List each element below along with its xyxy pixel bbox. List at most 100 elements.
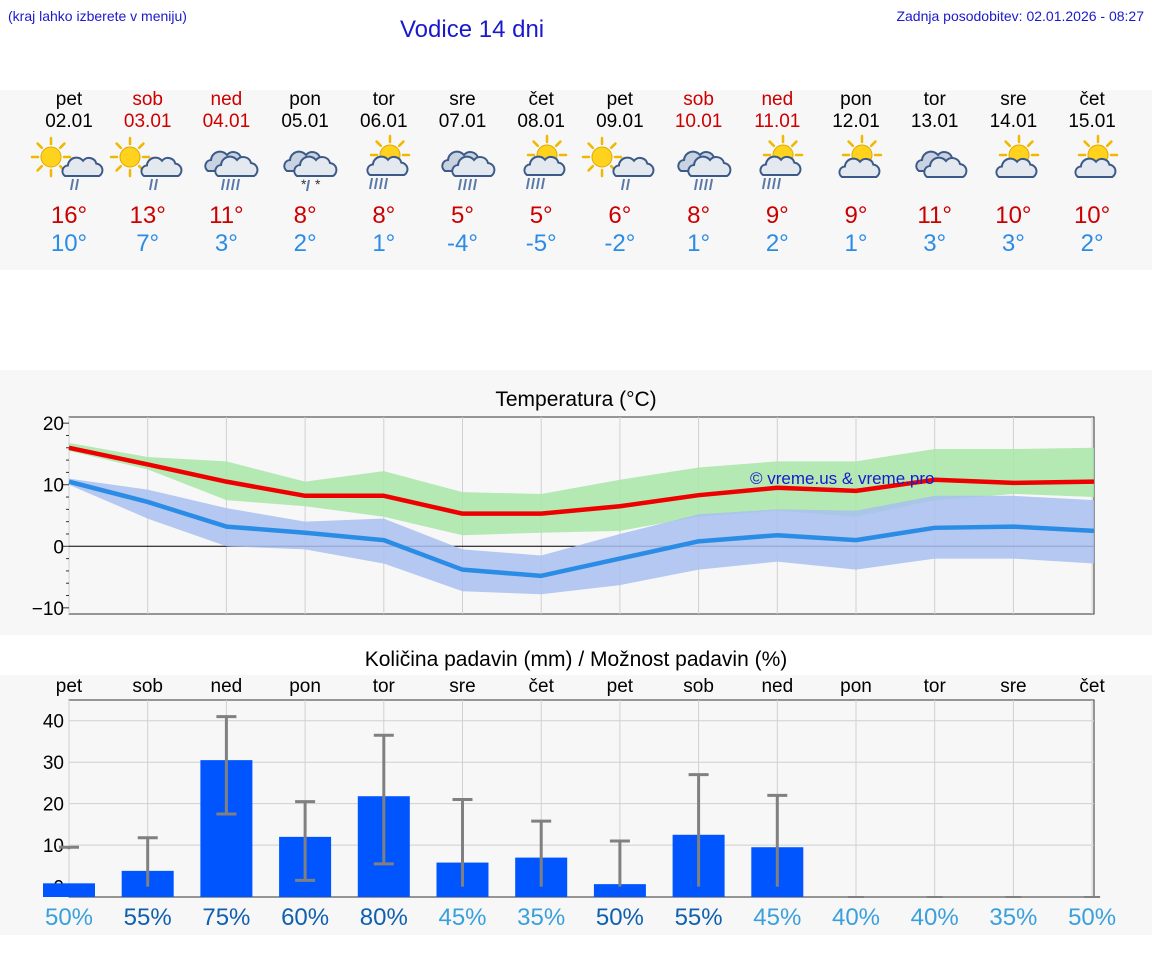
precip-day-label: ned	[761, 676, 794, 697]
rain-drop	[153, 178, 158, 191]
min-temp-line	[68, 479, 1095, 579]
partly-cloudy-icon	[1074, 134, 1119, 178]
day-name: tor	[372, 89, 395, 110]
cloudy-rain-icon	[676, 150, 731, 191]
rain-drop	[693, 178, 698, 191]
day-date: 08.01	[517, 111, 565, 132]
cloud-shape	[61, 156, 104, 177]
temp-max: 11°	[917, 202, 952, 229]
cloud-shape	[523, 155, 566, 176]
sun-cloud-heavy-rain-icon	[523, 134, 568, 190]
day-name: sob	[683, 89, 714, 110]
sun-ray	[36, 142, 44, 150]
rain-drop	[457, 178, 462, 191]
temp-max: 9°	[844, 202, 868, 229]
rain-drop	[620, 178, 625, 191]
day-date: 15.01	[1068, 111, 1116, 132]
precip-day-label: ned	[210, 676, 243, 697]
rain-drop	[767, 177, 772, 190]
day-column: pet 09.01 6° -2°	[580, 89, 660, 258]
day-column: ned 11.01 9° 2°	[737, 89, 817, 258]
precip-probability: 35%	[989, 904, 1038, 931]
rain-drop	[148, 178, 153, 191]
rain-drop	[368, 177, 373, 190]
y-tick-label: 20	[43, 414, 64, 435]
day-date: 13.01	[910, 111, 959, 132]
temp-max: 10°	[1073, 202, 1111, 229]
temp-min: 7°	[136, 230, 160, 257]
day-date: 04.01	[202, 111, 251, 132]
precip-probability: 35%	[517, 904, 566, 931]
day-date: 06.01	[360, 111, 408, 132]
day-name: čet	[1079, 89, 1105, 110]
temp-min: -5°	[525, 230, 557, 257]
day-date: 02.01	[45, 111, 93, 132]
temperature-chart-title: Temperatura (°C)	[495, 388, 657, 411]
cloudy-rain-icon	[440, 150, 495, 191]
day-column: čet 15.01 10° 2°	[1052, 89, 1132, 258]
cloud-shape	[366, 155, 409, 176]
temp-max: 8°	[372, 202, 396, 229]
watermark: © vreme.us & vreme.pro	[750, 469, 934, 488]
precip-probability: 45%	[438, 904, 487, 931]
sun-ray	[397, 140, 405, 148]
rain-drop	[383, 177, 388, 190]
day-name: ned	[761, 89, 794, 110]
sun-ray	[115, 164, 122, 172]
y-tick-label: 10	[43, 836, 64, 857]
sun-ray	[847, 140, 855, 148]
precip-day-label: čet	[528, 676, 554, 697]
cloud-shape	[293, 155, 338, 177]
temp-max: 8°	[293, 202, 317, 229]
y-tick-label: 0	[53, 537, 64, 558]
partly-cloudy-icon	[995, 134, 1040, 178]
cloudy-icon	[915, 150, 968, 178]
sun-ray	[1106, 140, 1113, 148]
day-column: tor 13.01 11° 3°	[895, 89, 975, 258]
cloud-shape	[923, 156, 968, 178]
rain-drop	[777, 177, 782, 190]
day-column: čet 08.01 5° -5°	[501, 89, 581, 258]
temp-min: 2°	[765, 230, 789, 257]
temp-max: 9°	[765, 202, 789, 229]
sun-ray	[1027, 140, 1035, 148]
rain-drop	[536, 177, 541, 190]
temp-min: 2°	[293, 230, 317, 257]
rain-drop	[221, 178, 226, 191]
rain-drop	[708, 178, 713, 191]
rain-drop	[762, 177, 767, 190]
precip-day-label: sre	[1000, 676, 1027, 697]
partly-cloudy-icon	[838, 134, 883, 178]
partly-cloudy-icon	[1074, 134, 1119, 178]
day-name: sre	[1000, 89, 1027, 110]
day-column: ned 04.01 11° 3°	[186, 89, 266, 258]
rain-drop	[231, 178, 236, 191]
day-name: tor	[923, 89, 946, 110]
sun-disc	[591, 146, 613, 168]
sun-ray	[532, 140, 540, 148]
day-name: čet	[528, 89, 554, 110]
sun-ray	[1083, 140, 1091, 148]
page-title: Vodice 14 dni	[400, 16, 545, 43]
cloudy-rain-icon	[204, 150, 259, 191]
temp-min: 10°	[50, 230, 88, 257]
day-date: 03.01	[123, 111, 172, 132]
day-name: ned	[210, 89, 243, 110]
y-tick-label: −10	[32, 599, 64, 620]
day-name: pon	[289, 89, 321, 110]
temp-max: 10°	[995, 202, 1032, 229]
rain-drop	[75, 178, 79, 191]
sun-ray	[791, 140, 798, 148]
precip-probability: 55%	[674, 904, 723, 931]
cloudy-icon	[915, 150, 968, 178]
temp-min: 3°	[1001, 230, 1025, 257]
precip-probability: 40%	[831, 904, 881, 931]
temp-min: 1°	[687, 230, 711, 257]
precip-probability: 50%	[1068, 904, 1117, 931]
rain-drop	[703, 178, 708, 191]
snow-flake: *	[315, 176, 321, 192]
y-tick-label: 10	[43, 476, 64, 497]
precip-probability: 75%	[202, 904, 251, 931]
temperature-chart: 20 10 0 −10 © vreme.us & vreme.pro	[32, 414, 1095, 620]
sun-cloud-heavy-rain-icon	[366, 134, 411, 190]
